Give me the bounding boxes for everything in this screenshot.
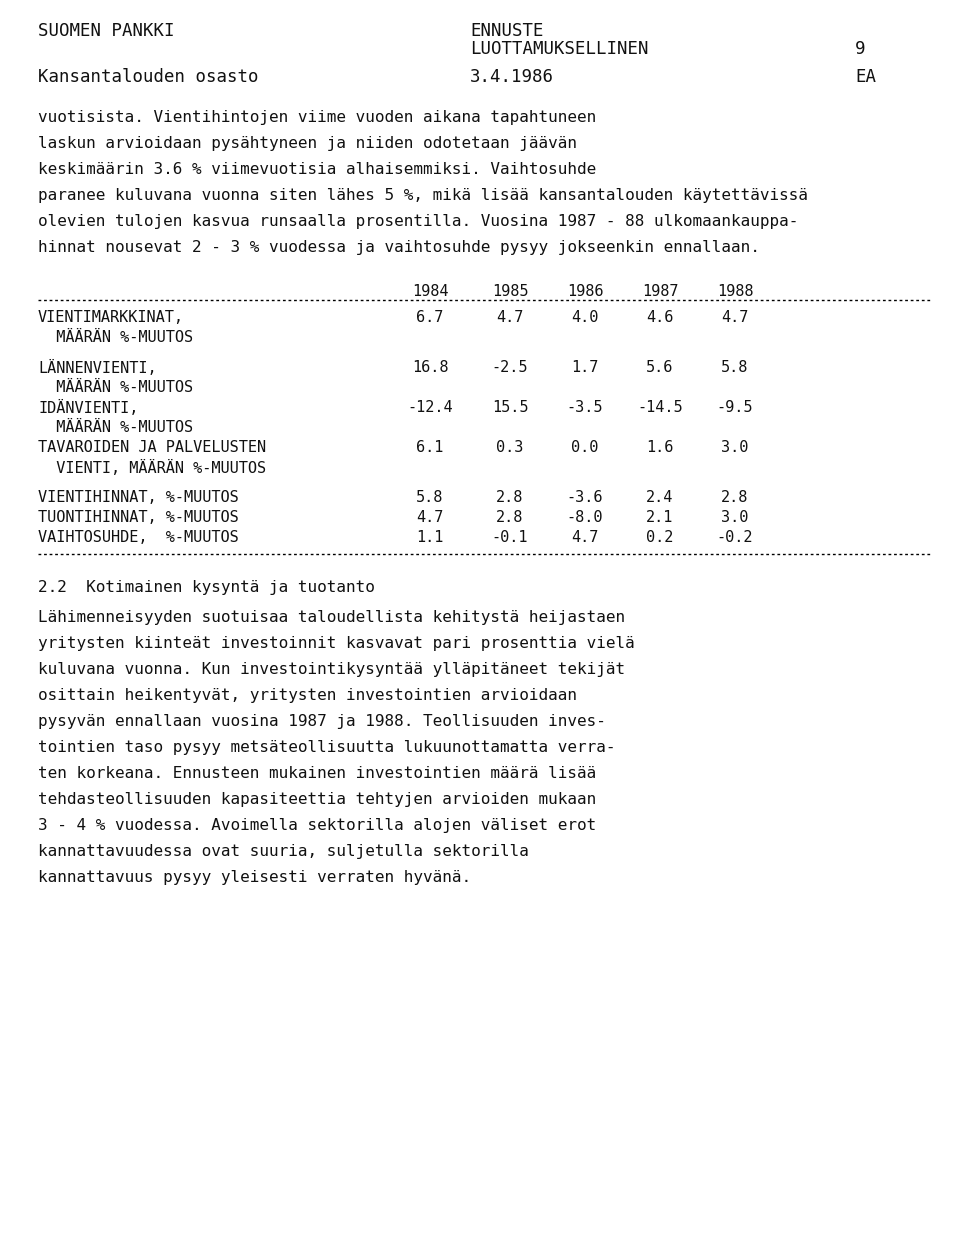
- Text: 3.0: 3.0: [721, 440, 749, 455]
- Text: 5.8: 5.8: [721, 361, 749, 375]
- Text: VIENTI, MÄÄRÄN %-MUUTOS: VIENTI, MÄÄRÄN %-MUUTOS: [38, 460, 266, 476]
- Text: VIENTIMARKKINAT,: VIENTIMARKKINAT,: [38, 310, 184, 325]
- Text: 6.7: 6.7: [417, 310, 444, 325]
- Text: -14.5: -14.5: [637, 400, 683, 415]
- Text: MÄÄRÄN %-MUUTOS: MÄÄRÄN %-MUUTOS: [38, 420, 193, 435]
- Text: 9: 9: [855, 40, 866, 58]
- Text: IDÄNVIENTI,: IDÄNVIENTI,: [38, 400, 138, 416]
- Text: hinnat nousevat 2 - 3 % vuodessa ja vaihtosuhde pysyy jokseenkin ennallaan.: hinnat nousevat 2 - 3 % vuodessa ja vaih…: [38, 240, 760, 255]
- Text: 4.7: 4.7: [721, 310, 749, 325]
- Text: laskun arvioidaan pysähtyneen ja niiden odotetaan jäävän: laskun arvioidaan pysähtyneen ja niiden …: [38, 136, 577, 151]
- Text: osittain heikentyvät, yritysten investointien arvioidaan: osittain heikentyvät, yritysten investoi…: [38, 688, 577, 703]
- Text: tointien taso pysyy metsäteollisuutta lukuunottamatta verra-: tointien taso pysyy metsäteollisuutta lu…: [38, 740, 615, 755]
- Text: -9.5: -9.5: [717, 400, 754, 415]
- Text: kannattavuudessa ovat suuria, suljetulla sektorilla: kannattavuudessa ovat suuria, suljetulla…: [38, 844, 529, 859]
- Text: TAVAROIDEN JA PALVELUSTEN: TAVAROIDEN JA PALVELUSTEN: [38, 440, 266, 455]
- Text: 1987: 1987: [641, 284, 679, 299]
- Text: 16.8: 16.8: [412, 361, 448, 375]
- Text: 6.1: 6.1: [417, 440, 444, 455]
- Text: -8.0: -8.0: [566, 510, 603, 525]
- Text: MÄÄRÄN %-MUUTOS: MÄÄRÄN %-MUUTOS: [38, 330, 193, 344]
- Text: 2.2  Kotimainen kysyntä ja tuotanto: 2.2 Kotimainen kysyntä ja tuotanto: [38, 580, 374, 595]
- Text: tehdasteollisuuden kapasiteettia tehtyjen arvioiden mukaan: tehdasteollisuuden kapasiteettia tehtyje…: [38, 792, 596, 807]
- Text: VIENTIHINNAT, %-MUUTOS: VIENTIHINNAT, %-MUUTOS: [38, 489, 239, 506]
- Text: paranee kuluvana vuonna siten lähes 5 %, mikä lisää kansantalouden käytettävissä: paranee kuluvana vuonna siten lähes 5 %,…: [38, 188, 808, 203]
- Text: 1984: 1984: [412, 284, 448, 299]
- Text: -3.6: -3.6: [566, 489, 603, 506]
- Text: 4.6: 4.6: [646, 310, 674, 325]
- Text: Lähimenneisyyden suotuisaa taloudellista kehitystä heijastaen: Lähimenneisyyden suotuisaa taloudellista…: [38, 610, 625, 624]
- Text: keskimäärin 3.6 % viimevuotisia alhaisemmiksi. Vaihtosuhde: keskimäärin 3.6 % viimevuotisia alhaisem…: [38, 162, 596, 177]
- Text: 3.0: 3.0: [721, 510, 749, 525]
- Text: 5.8: 5.8: [417, 489, 444, 506]
- Text: -2.5: -2.5: [492, 361, 528, 375]
- Text: 0.0: 0.0: [571, 440, 599, 455]
- Text: 15.5: 15.5: [492, 400, 528, 415]
- Text: LUOTTAMUKSELLINEN: LUOTTAMUKSELLINEN: [470, 40, 649, 58]
- Text: 2.8: 2.8: [496, 510, 524, 525]
- Text: 1.7: 1.7: [571, 361, 599, 375]
- Text: 1986: 1986: [566, 284, 603, 299]
- Text: 4.0: 4.0: [571, 310, 599, 325]
- Text: 2.8: 2.8: [496, 489, 524, 506]
- Text: Kansantalouden osasto: Kansantalouden osasto: [38, 68, 258, 85]
- Text: 5.6: 5.6: [646, 361, 674, 375]
- Text: 4.7: 4.7: [571, 530, 599, 545]
- Text: 2.1: 2.1: [646, 510, 674, 525]
- Text: yritysten kiinteät investoinnit kasvavat pari prosenttia vielä: yritysten kiinteät investoinnit kasvavat…: [38, 636, 635, 650]
- Text: ENNUSTE: ENNUSTE: [470, 22, 543, 40]
- Text: MÄÄRÄN %-MUUTOS: MÄÄRÄN %-MUUTOS: [38, 380, 193, 395]
- Text: SUOMEN PANKKI: SUOMEN PANKKI: [38, 22, 175, 40]
- Text: 3.4.1986: 3.4.1986: [470, 68, 554, 85]
- Text: -0.2: -0.2: [717, 530, 754, 545]
- Text: -3.5: -3.5: [566, 400, 603, 415]
- Text: -0.1: -0.1: [492, 530, 528, 545]
- Text: ten korkeana. Ennusteen mukainen investointien määrä lisää: ten korkeana. Ennusteen mukainen investo…: [38, 766, 596, 781]
- Text: 3 - 4 % vuodessa. Avoimella sektorilla alojen väliset erot: 3 - 4 % vuodessa. Avoimella sektorilla a…: [38, 818, 596, 833]
- Text: EA: EA: [855, 68, 876, 85]
- Text: 1.6: 1.6: [646, 440, 674, 455]
- Text: vuotisista. Vientihintojen viime vuoden aikana tapahtuneen: vuotisista. Vientihintojen viime vuoden …: [38, 110, 596, 125]
- Text: 0.3: 0.3: [496, 440, 524, 455]
- Text: kannattavuus pysyy yleisesti verraten hyvänä.: kannattavuus pysyy yleisesti verraten hy…: [38, 870, 471, 885]
- Text: LÄNNENVIENTI,: LÄNNENVIENTI,: [38, 361, 156, 375]
- Text: 0.2: 0.2: [646, 530, 674, 545]
- Text: 1988: 1988: [717, 284, 754, 299]
- Text: 4.7: 4.7: [496, 310, 524, 325]
- Text: VAIHTOSUHDE,  %-MUUTOS: VAIHTOSUHDE, %-MUUTOS: [38, 530, 239, 545]
- Text: -12.4: -12.4: [407, 400, 453, 415]
- Text: 1.1: 1.1: [417, 530, 444, 545]
- Text: 1985: 1985: [492, 284, 528, 299]
- Text: kuluvana vuonna. Kun investointikysyntää ylläpitäneet tekijät: kuluvana vuonna. Kun investointikysyntää…: [38, 662, 625, 676]
- Text: olevien tulojen kasvua runsaalla prosentilla. Vuosina 1987 - 88 ulkomaankauppa-: olevien tulojen kasvua runsaalla prosent…: [38, 214, 799, 229]
- Text: 4.7: 4.7: [417, 510, 444, 525]
- Text: pysyvän ennallaan vuosina 1987 ja 1988. Teollisuuden inves-: pysyvän ennallaan vuosina 1987 ja 1988. …: [38, 714, 606, 729]
- Text: 2.8: 2.8: [721, 489, 749, 506]
- Text: TUONTIHINNAT, %-MUUTOS: TUONTIHINNAT, %-MUUTOS: [38, 510, 239, 525]
- Text: 2.4: 2.4: [646, 489, 674, 506]
